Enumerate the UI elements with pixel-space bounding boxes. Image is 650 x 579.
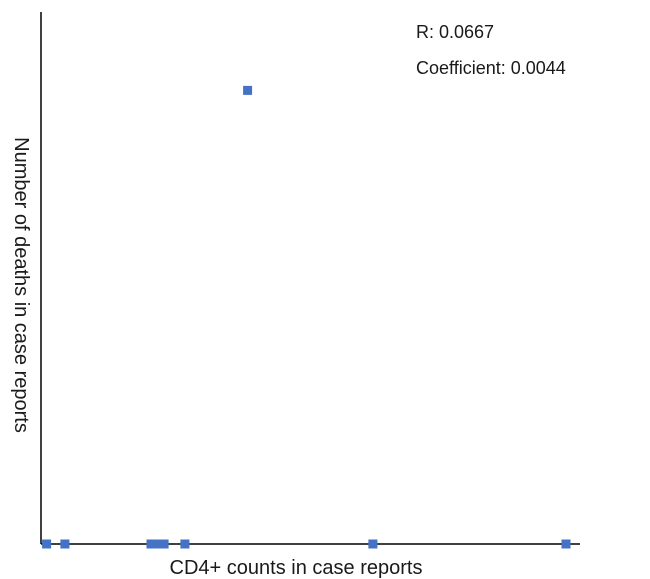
data-point: [60, 539, 70, 549]
data-point: [368, 539, 378, 549]
data-point: [561, 539, 571, 549]
coefficient-annotation: Coefficient: 0.0044: [416, 58, 566, 78]
r-value-annotation: R: 0.0667: [416, 22, 494, 42]
data-point: [180, 539, 190, 549]
data-points: [42, 85, 571, 549]
data-point: [154, 539, 164, 549]
data-point: [159, 539, 169, 549]
data-point: [146, 539, 156, 549]
data-point: [243, 85, 253, 95]
x-axis-title: CD4+ counts in case reports: [170, 557, 423, 579]
y-axis-title: Number of deaths in case reports: [10, 137, 32, 433]
data-point: [42, 539, 52, 549]
